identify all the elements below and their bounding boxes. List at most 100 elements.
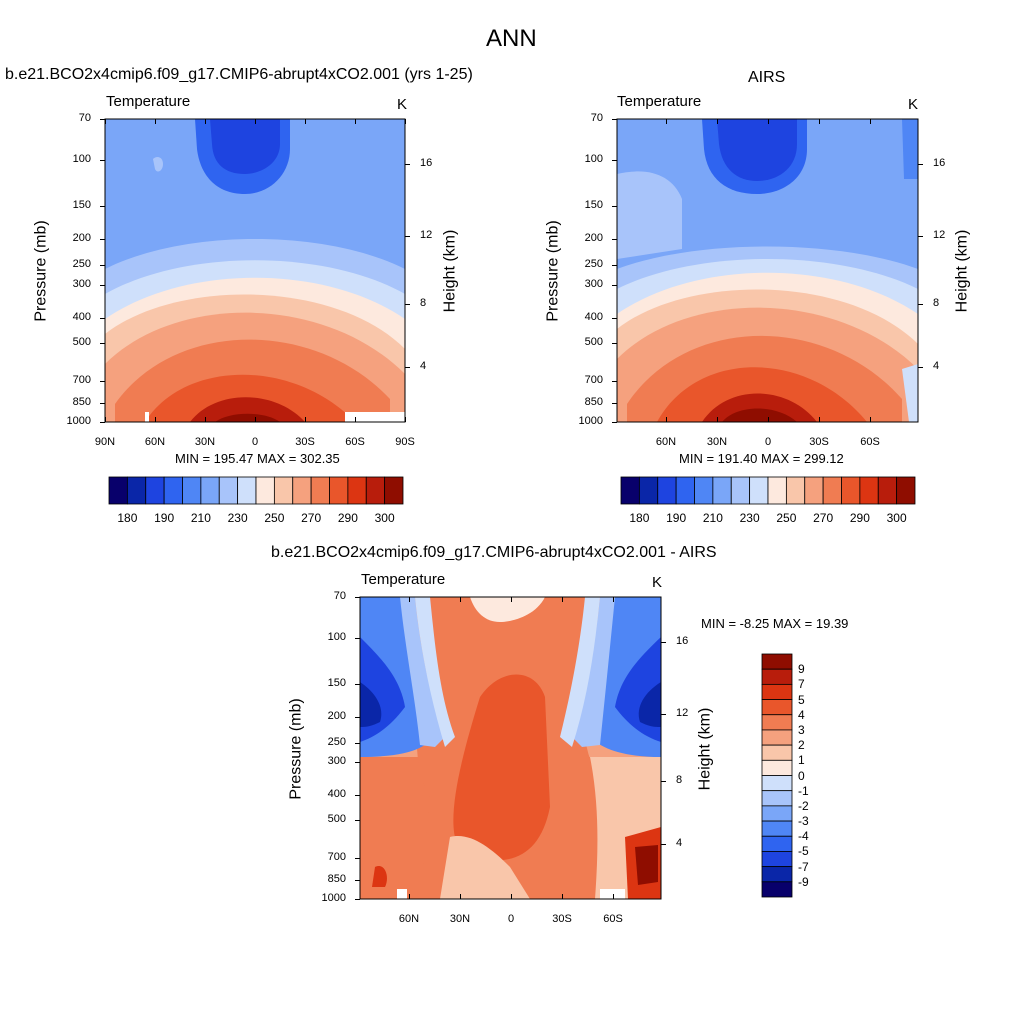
colorbar-label: 250 [776, 511, 797, 525]
colorbar-swatch [694, 476, 714, 505]
colorbar-swatch [785, 476, 806, 505]
lat-tick-mark-top [355, 119, 356, 124]
height-tick-label: 16 [933, 157, 946, 169]
pressure-tick-mark [612, 206, 617, 207]
colorbar-swatch [761, 699, 793, 716]
colorbar-swatch [761, 775, 793, 792]
panel2-right-label: K [908, 96, 919, 113]
panel2-ylabel: Pressure (mb) [544, 220, 562, 322]
lat-tick-label: 0 [764, 436, 772, 448]
pressure-tick-label: 70 [78, 112, 91, 124]
pressure-tick-label: 200 [72, 232, 91, 244]
colorbar-swatch [145, 476, 165, 505]
pressure-tick-mark [100, 343, 105, 344]
colorbar-swatch [638, 476, 659, 505]
colorbar-label: 190 [154, 511, 175, 525]
pressure-tick-label: 500 [72, 336, 91, 348]
colorbar-label: 300 [886, 511, 907, 525]
height-tick-mark [405, 236, 410, 237]
height-tick-label: 4 [420, 360, 427, 372]
colorbar-label: 1 [798, 753, 805, 768]
pressure-tick-mark [100, 381, 105, 382]
colorbar-label: -7 [798, 859, 809, 874]
pressure-tick-label: 400 [584, 311, 603, 323]
panel1-title: b.e21.BCO2x4cmip6.f09_g17.CMIP6-abrupt4x… [5, 66, 473, 83]
colorbar-swatch [761, 744, 793, 761]
lat-tick-mark-top [768, 119, 769, 124]
colorbar-label: 230 [739, 511, 760, 525]
pressure-tick-mark [355, 742, 360, 744]
colorbar-swatch [237, 476, 257, 505]
pressure-tick-label: 150 [584, 199, 603, 211]
lat-tick-mark [768, 417, 769, 422]
colorbar-swatch [804, 476, 824, 505]
colorbar-swatch [859, 476, 879, 505]
panel1-colorbar [108, 476, 404, 505]
height-tick-label: 16 [676, 634, 689, 647]
panel2-plot [616, 118, 919, 423]
lat-tick-mark [355, 417, 356, 422]
colorbar-label: 4 [798, 707, 805, 722]
lat-tick-mark-top [155, 119, 156, 124]
panel3-ylabel-right: Height (km) [696, 707, 714, 791]
height-tick-label: 8 [933, 297, 940, 309]
colorbar-swatch [761, 714, 793, 731]
pressure-tick-mark [100, 119, 105, 120]
pressure-tick-mark [355, 820, 360, 822]
pressure-tick-mark [355, 637, 360, 639]
colorbar-label: -2 [798, 798, 809, 813]
lat-tick-label: 30S [552, 913, 572, 925]
lat-tick-mark [405, 417, 406, 422]
pressure-tick-label: 100 [327, 630, 346, 643]
colorbar-swatch [877, 476, 898, 505]
pressure-tick-mark [355, 880, 360, 882]
colorbar-label: 270 [813, 511, 834, 525]
panel1-ylabel: Pressure (mb) [32, 220, 50, 322]
lat-tick-label: 30N [194, 436, 216, 448]
colorbar-label: 5 [798, 692, 805, 707]
pressure-tick-label: 400 [327, 788, 346, 801]
lat-tick-mark-top [511, 597, 512, 602]
colorbar-label: 2 [798, 738, 805, 753]
pressure-tick-label: 70 [333, 590, 346, 602]
lat-tick-label: 60N [398, 913, 420, 925]
pressure-tick-mark [612, 381, 617, 382]
lat-tick-mark-top [205, 119, 206, 124]
lat-tick-label: 0 [251, 436, 259, 448]
colorbar-swatch [255, 476, 275, 505]
colorbar-swatch [108, 476, 128, 505]
pressure-tick-mark [612, 318, 617, 319]
pressure-tick-mark [612, 285, 617, 286]
panel1-left-label: Temperature [106, 93, 191, 110]
height-tick-label: 12 [420, 229, 433, 241]
panel3-colorbar [761, 653, 793, 898]
lat-tick-mark [305, 417, 306, 422]
pressure-tick-label: 250 [72, 258, 91, 270]
pressure-tick-mark [100, 206, 105, 207]
colorbar-label: 290 [337, 511, 358, 525]
pressure-tick-label: 1000 [578, 415, 603, 427]
height-tick-label: 12 [933, 229, 946, 241]
lat-tick-mark [155, 417, 156, 422]
colorbar-swatch [761, 835, 793, 852]
colorbar-swatch [657, 476, 677, 505]
lat-tick-mark-top [613, 597, 614, 602]
colorbar-swatch [292, 476, 312, 505]
pressure-tick-mark [355, 858, 360, 860]
colorbar-swatch [310, 476, 330, 505]
panel2-title: AIRS [748, 69, 786, 86]
pressure-tick-mark [355, 795, 360, 797]
lat-tick-mark [870, 417, 871, 422]
colorbar-label: 3 [798, 722, 805, 737]
lat-tick-mark-top [819, 119, 820, 124]
colorbar-swatch [767, 476, 787, 505]
colorbar-swatch [273, 476, 294, 505]
colorbar-swatch [761, 820, 793, 837]
lat-tick-mark [613, 894, 614, 899]
colorbar-label: -5 [798, 844, 809, 859]
colorbar-label: 180 [117, 511, 138, 525]
height-tick-label: 4 [933, 360, 940, 372]
colorbar-swatch [761, 851, 793, 868]
lat-tick-mark [205, 417, 206, 422]
height-tick-label: 12 [676, 706, 689, 719]
